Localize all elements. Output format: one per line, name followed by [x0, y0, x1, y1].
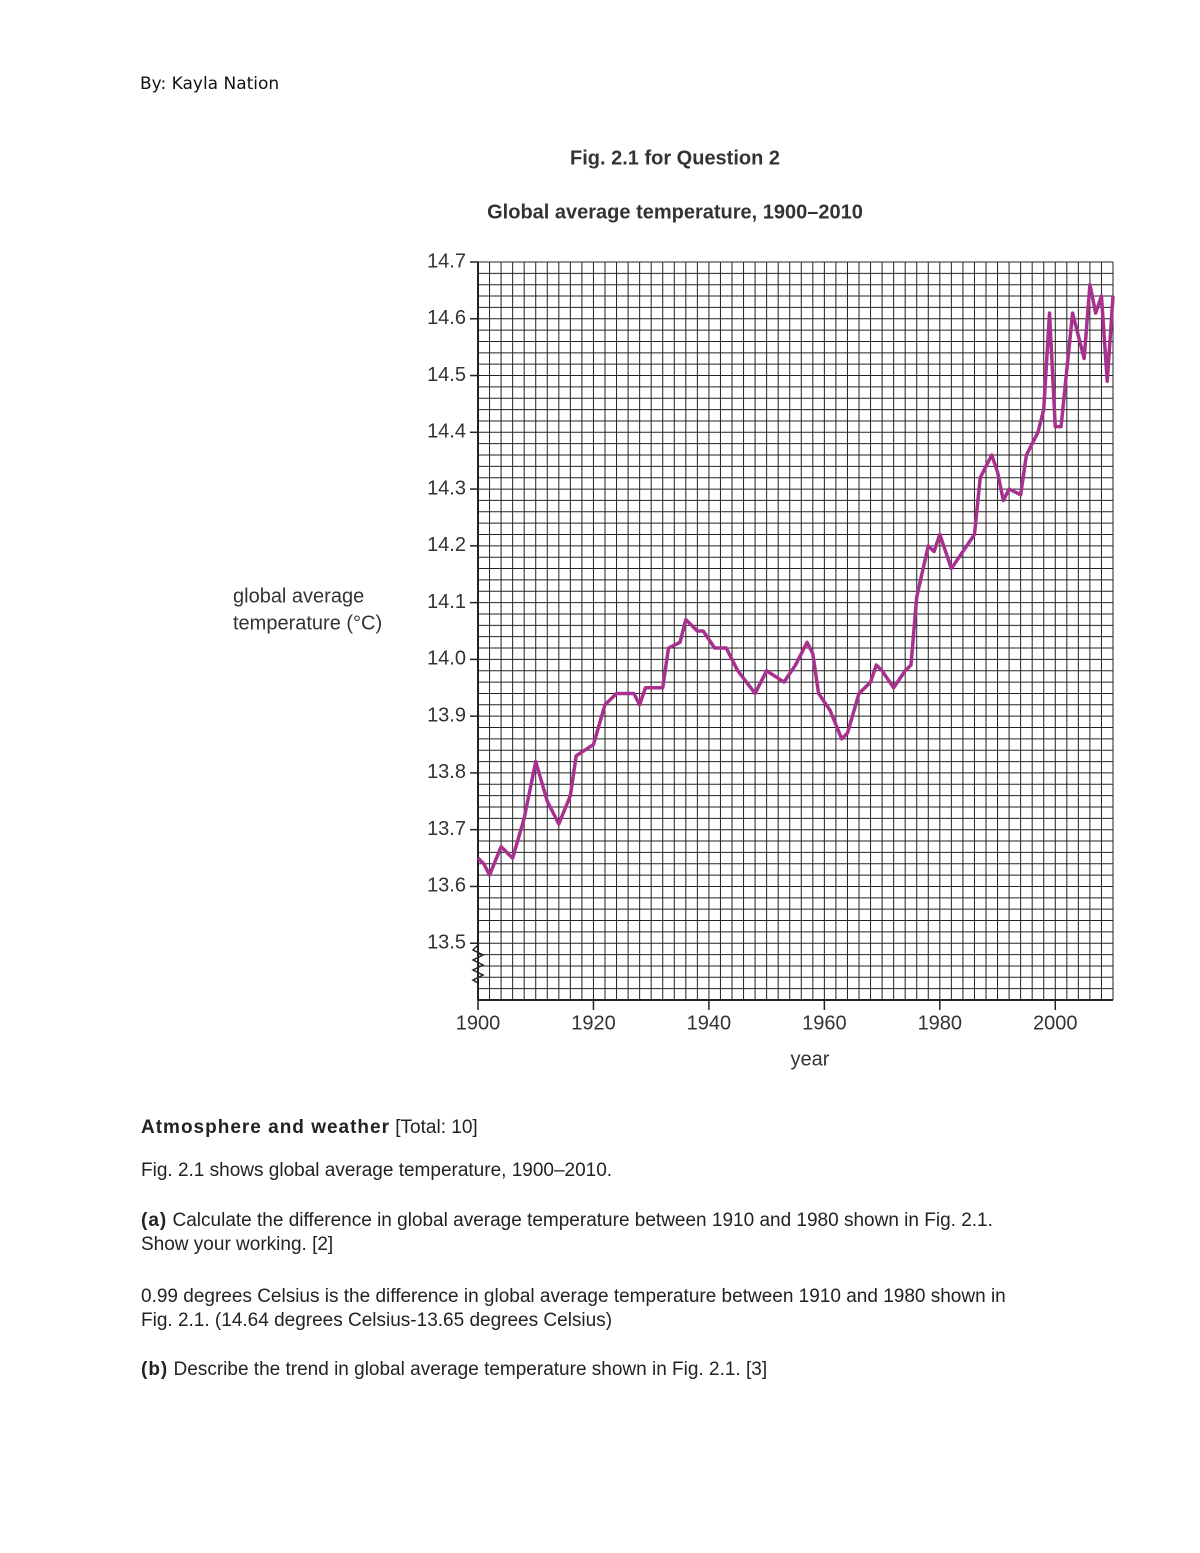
y-tick-label: 14.3: [427, 477, 466, 499]
y-tick-label: 14.7: [427, 250, 466, 272]
chart-title: Global average temperature, 1900–2010: [487, 201, 863, 223]
y-axis-label: temperature (°C): [233, 612, 382, 634]
figure-caption: Fig. 2.1 for Question 2: [570, 147, 780, 169]
y-tick-label: 13.9: [427, 704, 466, 726]
y-tick-label: 13.7: [427, 818, 466, 840]
total: [Total: 10]: [395, 1117, 478, 1138]
data-line: [476, 282, 1115, 877]
answer-a: 0.99 degrees Celsius is the difference i…: [141, 1286, 1006, 1331]
y-tick-label: 13.6: [427, 875, 466, 897]
question-b: (b) Describe the trend in global average…: [141, 1358, 1041, 1382]
y-tick-label: 14.6: [427, 307, 466, 329]
question-a: (a) Calculate the difference in global a…: [141, 1209, 1041, 1257]
x-tick-label: 1940: [687, 1012, 732, 1034]
y-tick-label: 13.5: [427, 932, 466, 954]
y-tick-label: 14.0: [427, 648, 466, 670]
x-tick-label: 2000: [1033, 1012, 1078, 1034]
chart: Fig. 2.1 for Question 2 Global average t…: [233, 147, 1115, 1070]
y-tick-label: 13.8: [427, 761, 466, 783]
y-tick-label: 14.2: [427, 534, 466, 556]
label: (b): [141, 1359, 169, 1380]
y-axis-label: global average: [233, 585, 364, 607]
y-tick-label: 14.5: [427, 364, 466, 386]
heading: Atmosphere and weather: [141, 1117, 390, 1138]
intro: Fig. 2.1 shows global average temperatur…: [141, 1160, 613, 1181]
y-tick-label: 14.4: [427, 421, 466, 443]
author: By: Kayla Nation: [140, 74, 280, 94]
label: (a): [141, 1210, 168, 1231]
question-text: Calculate the difference in global avera…: [141, 1210, 993, 1255]
section-heading: Atmosphere and weather [Total: 10]: [141, 1116, 1041, 1140]
x-tick-label: 1900: [456, 1012, 501, 1034]
x-tick-label: 1980: [918, 1012, 963, 1034]
axis-break: [471, 944, 485, 984]
y-tick-label: 14.1: [427, 591, 466, 613]
question-text: Describe the trend in global average tem…: [173, 1359, 768, 1380]
x-axis-label: year: [791, 1048, 830, 1070]
x-tick-label: 1920: [571, 1012, 616, 1034]
x-tick-label: 1960: [802, 1012, 847, 1034]
